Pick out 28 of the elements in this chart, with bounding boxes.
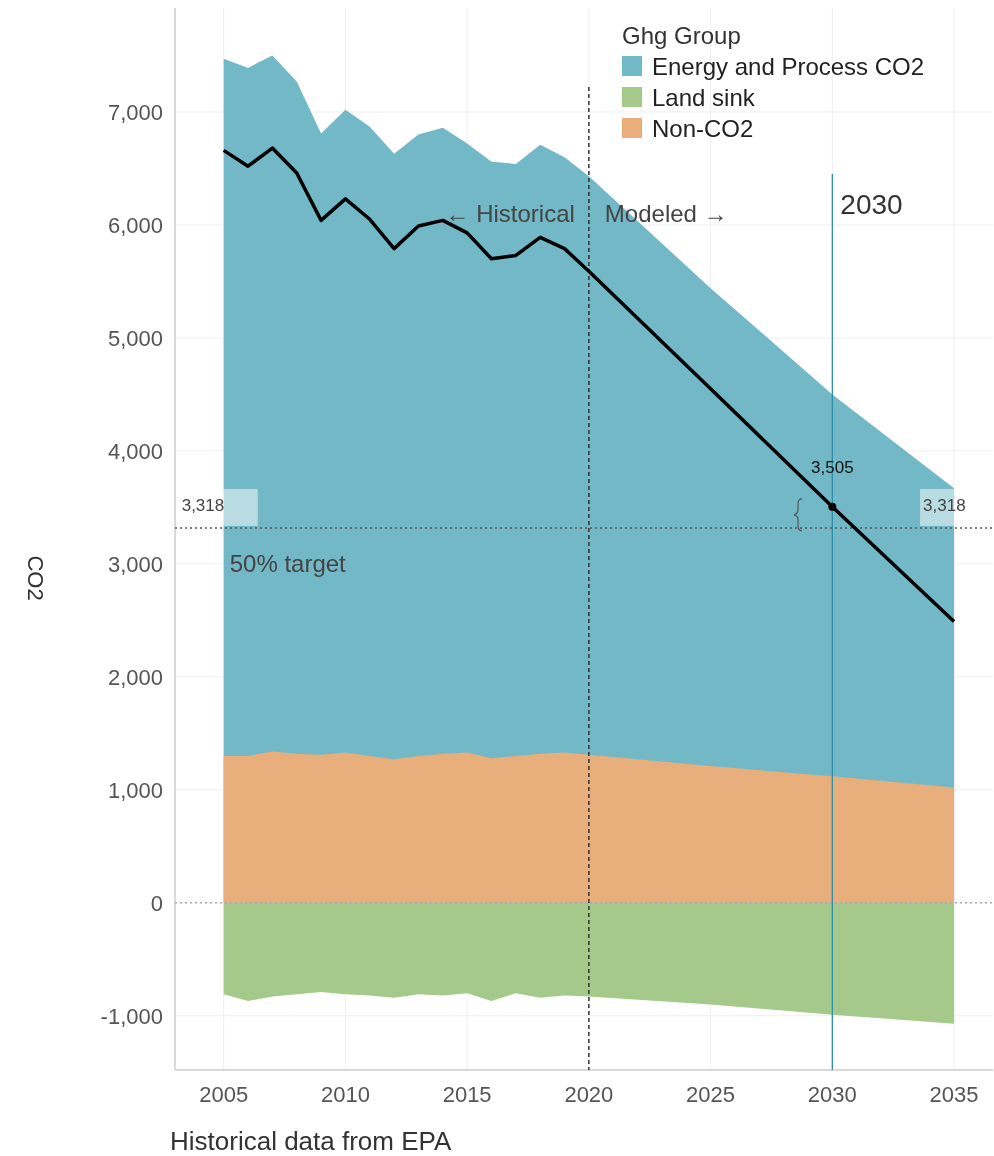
y-tick-label: 0: [150, 890, 163, 916]
y-tick-label: -1,000: [100, 1003, 163, 1029]
x-tick-label: 2010: [320, 1082, 370, 1107]
x-tick-label: 2015: [442, 1082, 492, 1107]
legend-title: Ghg Group: [622, 22, 741, 49]
y-tick-label: 2,000: [107, 664, 163, 690]
ref-line-label: 2030: [840, 189, 903, 221]
x-tick-label: 2025: [686, 1082, 736, 1107]
x-tick-label: 2035: [929, 1082, 979, 1107]
y-tick-label: 5,000: [107, 325, 163, 351]
x-axis-title: Historical data from EPA: [170, 1126, 452, 1156]
x-tick-label: 2030: [807, 1082, 857, 1107]
legend-label: Land sink: [652, 84, 756, 111]
y-tick-label: 1,000: [107, 777, 163, 803]
annotation: 3,318: [923, 495, 966, 515]
x-tick-label: 2005: [199, 1082, 249, 1107]
annotation: 3,505: [811, 457, 854, 477]
y-tick-label: 7,000: [107, 99, 163, 125]
y-tick-label: 4,000: [107, 438, 163, 464]
y-tick-label: 3,000: [107, 551, 163, 577]
annotation: 3,318: [181, 495, 225, 515]
ref-line-label: 50% target: [229, 549, 347, 577]
legend-label: Energy and Process CO2: [652, 53, 925, 80]
y-tick-label: 6,000: [107, 212, 163, 238]
legend-label: Non-CO2: [652, 115, 754, 142]
annotation: ← Historical: [445, 199, 575, 227]
x-tick-label: 2020: [564, 1082, 614, 1107]
y-axis-title: CO2: [23, 555, 48, 601]
